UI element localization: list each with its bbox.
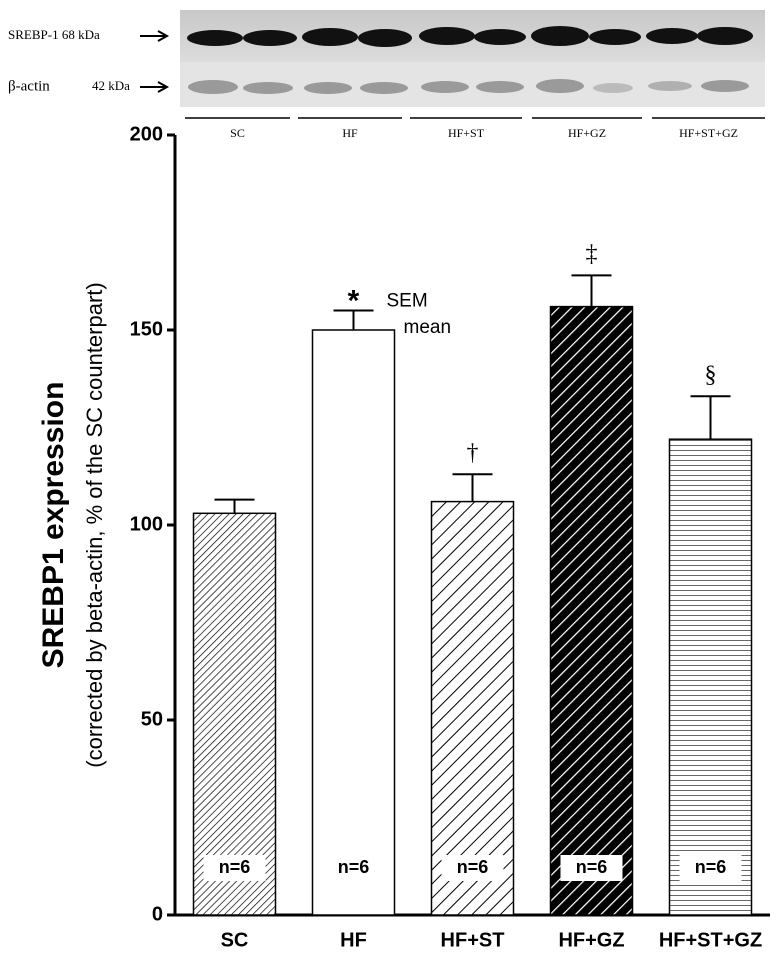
significance-mark: * [348,284,360,317]
mean-label: mean [404,317,452,338]
bar [551,307,633,915]
arrow [140,31,167,41]
bar [313,330,395,915]
y-axis-title: SREBP1 expression [37,382,70,669]
sem-label: SEM [387,291,428,312]
n-label: n=6 [219,857,251,877]
blot-group-label: HF+ST [448,126,485,140]
bar [432,502,514,915]
x-tick-label: HF+ST+GZ [659,929,762,951]
x-tick-label: HF [340,929,367,951]
western-blot: SREBP-1 68 kDa β-actin 42 kDa [8,10,765,107]
y-tick-label: 0 [152,903,163,925]
n-label: n=6 [576,857,608,877]
blot-group-label: HF+GZ [568,126,606,140]
y-tick-label: 150 [130,318,163,340]
y-tick-label: 50 [141,708,163,730]
significance-mark: § [705,362,717,388]
x-tick-label: HF+GZ [558,929,624,951]
bar [194,513,276,915]
n-label: n=6 [695,857,727,877]
significance-mark: ‡ [586,241,598,267]
blot-group-label: HF [342,126,358,140]
bar [670,439,752,915]
n-label: n=6 [338,857,370,877]
blot-label: SREBP-1 68 kDa [8,27,100,42]
arrow [140,82,167,92]
x-tick-label: HF+ST [441,929,505,951]
blot-group-label: SC [230,126,245,140]
y-axis-subtitle: (corrected by beta-actin, % of the SC co… [82,282,107,767]
y-tick-label: 100 [130,513,163,535]
chart: SREBP-1 68 kDa β-actin 42 kDa SREBP1 exp… [0,0,783,955]
blot-group-label: HF+ST+GZ [679,126,738,140]
blot-label: β-actin [8,78,50,94]
n-label: n=6 [457,857,489,877]
blot-label: 42 kDa [92,78,130,93]
significance-mark: † [467,440,479,466]
x-tick-label: SC [221,929,249,951]
y-tick-label: 200 [130,123,163,145]
